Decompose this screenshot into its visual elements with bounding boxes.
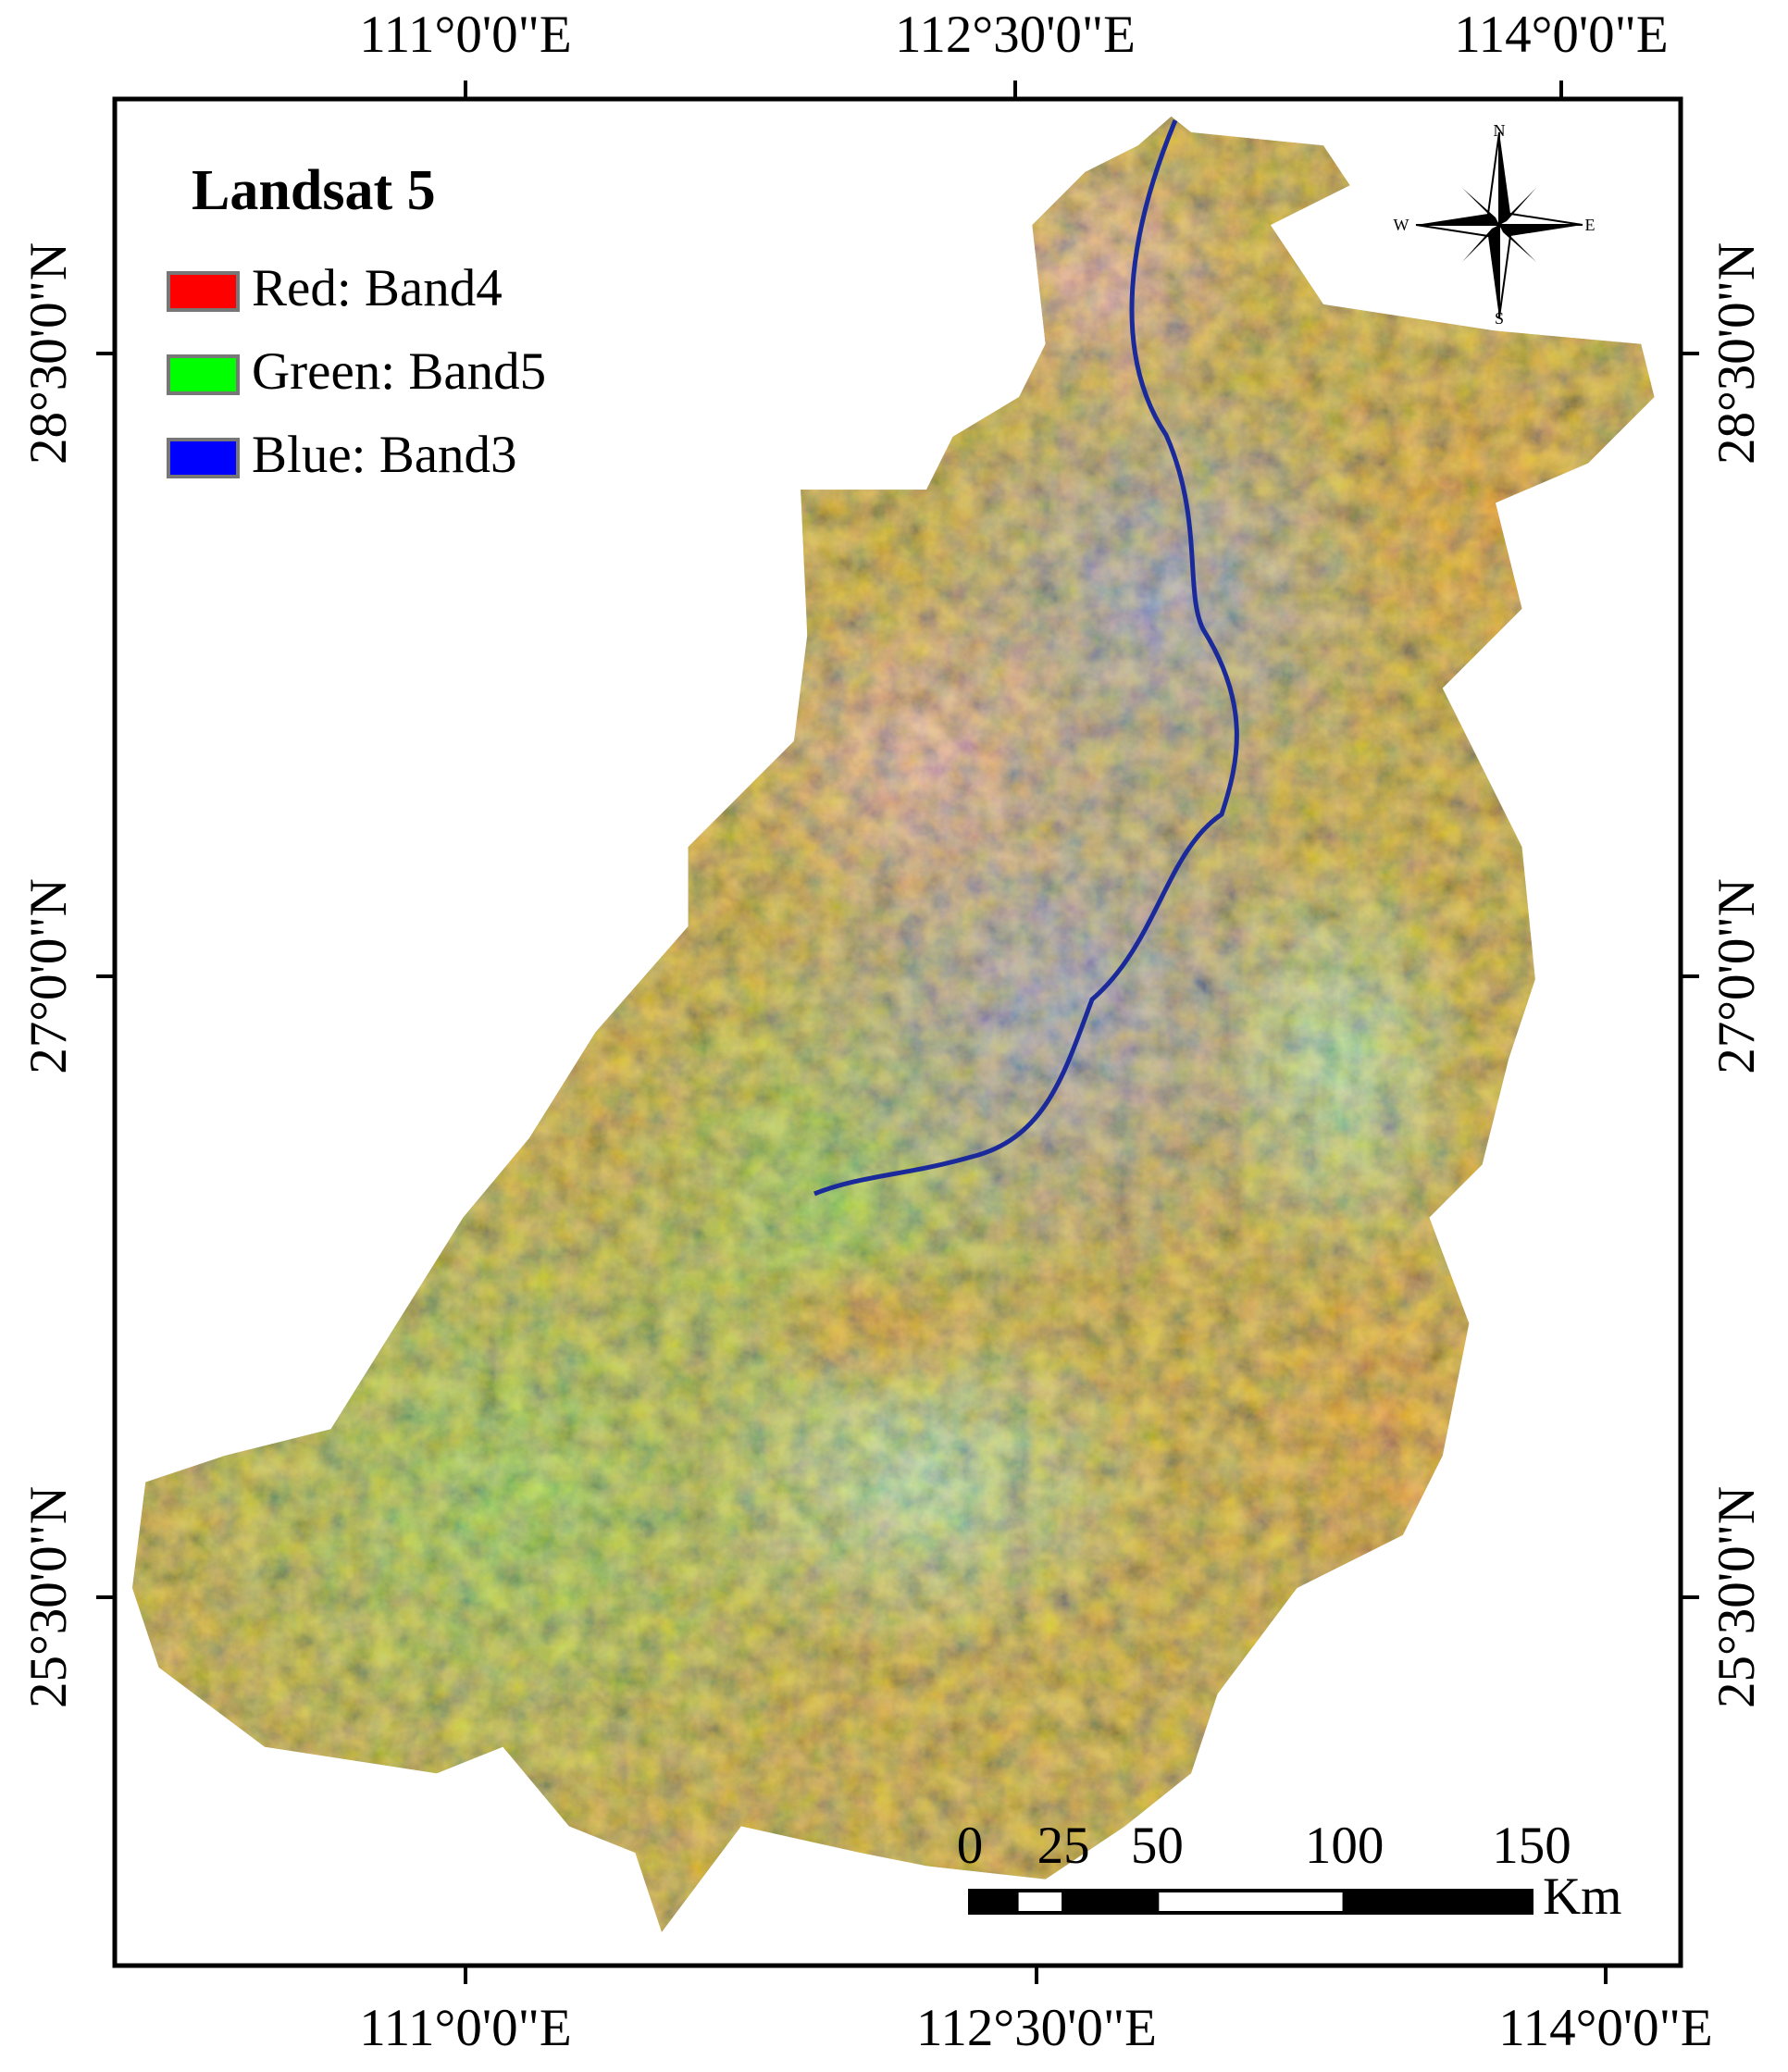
lat-label: 27°0'0"N <box>19 878 78 1074</box>
lon-label: 112°30'0"E <box>895 6 1136 64</box>
lat-label: 25°30'0"N <box>1707 1486 1766 1708</box>
scale-segment <box>1342 1889 1533 1915</box>
scale-label: 150 <box>1492 1817 1571 1875</box>
lat-label: 28°30'0"N <box>1707 242 1766 465</box>
compass-w: W <box>1394 216 1409 234</box>
scale-label: 0 <box>957 1817 984 1875</box>
scale-segment <box>1062 1889 1160 1915</box>
lat-label: 25°30'0"N <box>19 1486 78 1708</box>
lon-label: 111°0'0"E <box>359 6 571 64</box>
compass-s: S <box>1495 309 1504 328</box>
lon-label: 114°0'0"E <box>1454 6 1669 64</box>
scale-segment <box>968 1889 1019 1915</box>
scale-unit: Km <box>1543 1867 1622 1926</box>
lat-label: 28°30'0"N <box>19 242 78 465</box>
scale-segment <box>1155 1889 1347 1915</box>
lon-label: 112°30'0"E <box>916 1999 1157 2057</box>
scale-label: 25 <box>1037 1817 1090 1875</box>
legend-swatch <box>167 354 240 395</box>
map-frame <box>112 96 1683 1968</box>
legend-swatch <box>167 271 240 312</box>
legend-swatch <box>167 438 240 478</box>
compass-e: E <box>1585 216 1596 234</box>
compass-n: N <box>1494 121 1506 140</box>
lon-label: 111°0'0"E <box>359 1999 571 2057</box>
lat-label: 27°0'0"N <box>1707 878 1766 1074</box>
scale-segment <box>1014 1889 1066 1915</box>
scale-label: 100 <box>1305 1817 1384 1875</box>
lon-label: 114°0'0"E <box>1498 1999 1713 2057</box>
legend-label: Green: Band5 <box>252 342 546 401</box>
scale-label: 50 <box>1131 1817 1184 1875</box>
map-title: Landsat 5 <box>192 159 436 222</box>
compass: N S E W <box>1394 121 1596 328</box>
legend-label: Blue: Band3 <box>252 426 517 484</box>
legend-label: Red: Band4 <box>252 259 503 317</box>
